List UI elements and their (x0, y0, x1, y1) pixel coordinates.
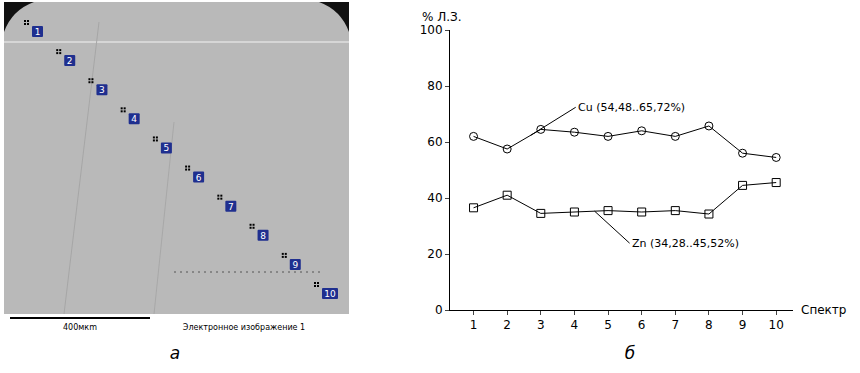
svg-text:8: 8 (705, 318, 713, 332)
svg-text:0: 0 (435, 303, 443, 317)
svg-text:% Л.З.: % Л.З. (422, 10, 462, 24)
html-text:а: а (169, 343, 181, 363)
svg-text:20: 20 (427, 247, 442, 261)
svg-text:2: 2 (67, 56, 73, 66)
svg-text:3: 3 (99, 85, 105, 95)
svg-text:80: 80 (427, 79, 442, 93)
html-text:б: б (624, 343, 636, 363)
svg-text:400мкm: 400мкm (63, 323, 97, 332)
svg-text:8: 8 (260, 231, 266, 241)
svg-text:9: 9 (739, 318, 747, 332)
svg-text:Спектр: Спектр (801, 303, 846, 317)
svg-text:60: 60 (427, 135, 442, 149)
svg-text:5: 5 (604, 318, 612, 332)
svg-text:4: 4 (131, 114, 137, 124)
svg-text:2: 2 (503, 318, 511, 332)
svg-text:100: 100 (420, 23, 443, 37)
svg-text:9: 9 (292, 260, 298, 270)
svg-text:10: 10 (324, 289, 336, 299)
svg-text:4: 4 (571, 318, 579, 332)
svg-text:5: 5 (164, 143, 170, 153)
svg-text:3: 3 (537, 318, 545, 332)
svg-text:1: 1 (470, 318, 478, 332)
svg-text:Cu (54,48..65,72%): Cu (54,48..65,72%) (578, 101, 685, 114)
svg-text:Электронное изображение 1: Электронное изображение 1 (183, 323, 305, 332)
svg-text:7: 7 (228, 202, 234, 212)
svg-text:7: 7 (671, 318, 679, 332)
svg-text:10: 10 (769, 318, 784, 332)
svg-text:1: 1 (35, 27, 41, 37)
svg-text:6: 6 (638, 318, 646, 332)
svg-text:Zn (34,28..45,52%): Zn (34,28..45,52%) (632, 237, 739, 250)
svg-text:6: 6 (196, 173, 202, 183)
svg-text:40: 40 (427, 191, 442, 205)
